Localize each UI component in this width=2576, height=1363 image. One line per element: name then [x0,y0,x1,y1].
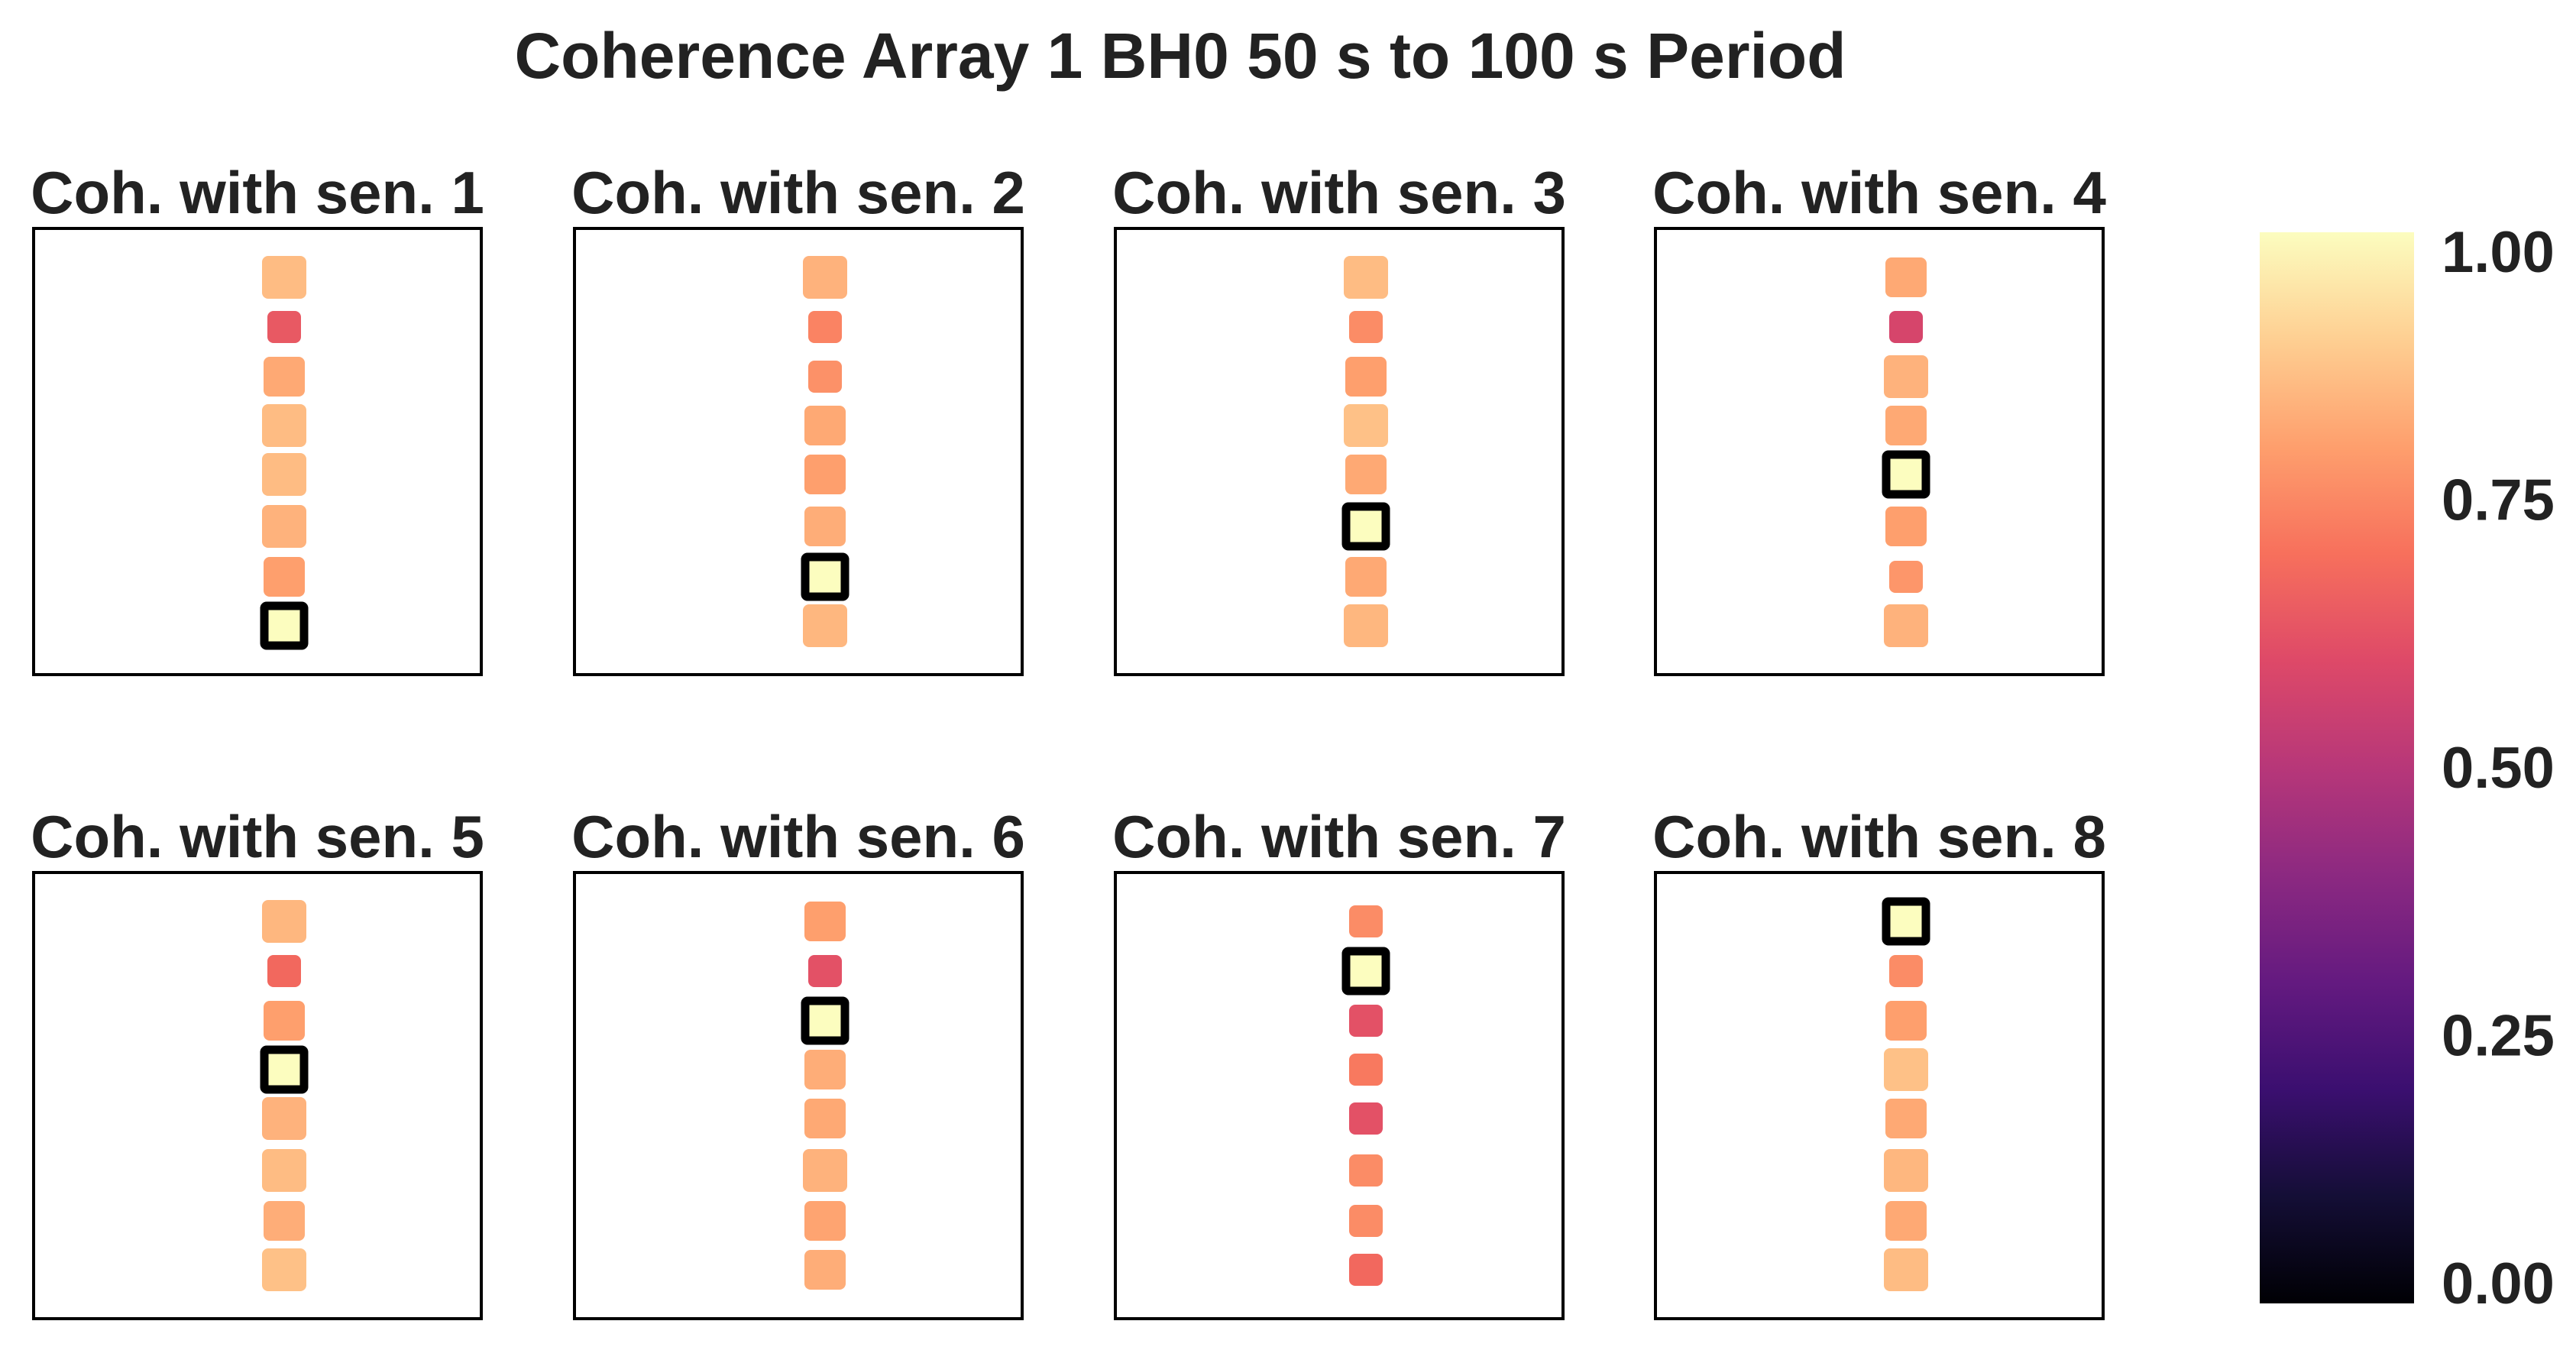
colorbar-tick-label: 0.00 [2442,1251,2555,1316]
subplot-frame [1654,227,2105,676]
subplot-sensor-2: Coh. with sen. 2 [571,159,1025,676]
sensor-marker-8 [1885,257,1927,297]
subplot-frame [1114,227,1565,676]
sensor-marker-3 [804,507,846,546]
sensor-marker-1 [1884,604,1928,647]
colorbar-tick-label: 1.00 [2442,220,2555,285]
reference-sensor-marker [801,552,849,601]
reference-sensor-marker [1882,897,1930,946]
sensor-marker-8 [804,902,846,941]
reference-sensor-marker [260,1045,309,1094]
sensor-marker-2 [264,557,305,597]
subplot-sensor-3: Coh. with sen. 3 [1112,159,1566,676]
sensor-marker-6 [808,361,842,393]
sensor-marker-5 [262,404,306,447]
sensor-marker-3 [1349,1154,1383,1187]
sensor-marker-7 [267,311,301,343]
subplot-frame [573,871,1024,1320]
subplot-frame [1114,871,1565,1320]
sensor-marker-7 [808,955,842,987]
subplot-grid: Coh. with sen. 1 Coh. with sen. 2 Coh. wit… [31,159,2106,1320]
sensor-marker-6 [1884,355,1928,398]
subplot-title: Coh. with sen. 1 [31,159,484,226]
sensor-marker-5 [1884,1048,1928,1091]
sensor-marker-4 [804,1099,846,1138]
sensor-marker-3 [1885,507,1927,546]
subplot-sensor-1: Coh. with sen. 1 [31,159,484,676]
sensor-marker-6 [264,357,305,397]
subplot-title: Coh. with sen. 3 [1112,159,1566,226]
subplot-title: Coh. with sen. 7 [1112,803,1566,870]
subplot-title: Coh. with sen. 6 [571,803,1025,870]
subplot-title: Coh. with sen. 2 [571,159,1025,226]
colorbar-tick-label: 0.50 [2442,736,2555,801]
subplot-frame [1654,871,2105,1320]
sensor-marker-7 [808,311,842,343]
reference-sensor-marker [260,601,309,650]
sensor-marker-4 [1345,455,1387,494]
sensor-marker-1 [1349,1254,1383,1286]
sensor-marker-3 [803,1149,847,1192]
sensor-marker-6 [1345,357,1387,397]
subplot-title: Coh. with sen. 8 [1652,803,2106,870]
subplot-title: Coh. with sen. 4 [1652,159,2106,226]
reference-sensor-marker [801,996,849,1045]
sensor-marker-1 [1344,604,1388,647]
subplot-title: Coh. with sen. 5 [31,803,484,870]
colorbar-tick-label: 0.25 [2442,1004,2555,1069]
subplot-sensor-7: Coh. with sen. 7 [1112,803,1566,1320]
sensor-marker-1 [262,1248,306,1291]
colorbar: 0.00 0.25 0.50 0.75 1.00 [2260,220,2555,1316]
subplot-sensor-5: Coh. with sen. 5 [31,803,484,1320]
sensor-marker-2 [1885,1201,1927,1241]
reference-sensor-marker [1341,502,1390,551]
sensor-marker-4 [1349,1102,1383,1135]
figure-title: Coherence Array 1 BH0 50 s to 100 s Peri… [515,20,1846,92]
sensor-marker-5 [1885,406,1927,445]
reference-sensor-marker [1882,450,1930,499]
colorbar-gradient [2260,232,2414,1303]
subplot-frame [32,871,483,1320]
sensor-marker-7 [1889,311,1923,343]
sensor-marker-8 [1344,256,1388,299]
sensor-marker-7 [1349,311,1383,343]
subplot-sensor-6: Coh. with sen. 6 [571,803,1025,1320]
sensor-marker-7 [267,955,301,987]
sensor-marker-3 [1884,1149,1928,1192]
sensor-marker-1 [804,1250,846,1290]
sensor-marker-8 [262,900,306,943]
reference-sensor-marker [1341,947,1390,996]
sensor-marker-5 [804,1050,846,1089]
sensor-marker-2 [804,1201,846,1241]
sensor-marker-6 [264,1001,305,1041]
sensor-marker-8 [262,256,306,299]
subplot-frame [32,227,483,676]
sensor-marker-2 [1889,561,1923,593]
sensor-marker-4 [804,455,846,494]
sensor-marker-3 [262,1149,306,1192]
sensor-marker-4 [262,1097,306,1140]
colorbar-tick-label: 0.75 [2442,468,2555,533]
sensor-marker-5 [804,406,846,445]
sensor-marker-1 [1884,1248,1928,1291]
colorbar-tick-labels: 0.00 0.25 0.50 0.75 1.00 [2442,220,2555,1316]
sensor-marker-4 [262,453,306,496]
sensor-marker-1 [803,604,847,647]
sensor-marker-6 [1349,1005,1383,1037]
subplot-sensor-4: Coh. with sen. 4 [1652,159,2106,676]
sensor-marker-5 [1349,1054,1383,1086]
sensor-marker-6 [1885,1001,1927,1041]
sensor-marker-8 [803,256,847,299]
sensor-marker-4 [1885,1099,1927,1138]
sensor-marker-5 [1344,404,1388,447]
subplot-frame [573,227,1024,676]
sensor-marker-7 [1889,955,1923,987]
sensor-marker-2 [264,1201,305,1241]
sensor-marker-3 [262,505,306,548]
sensor-marker-8 [1349,905,1383,937]
sensor-marker-2 [1349,1205,1383,1237]
subplot-sensor-8: Coh. with sen. 8 [1652,803,2106,1320]
sensor-marker-2 [1345,557,1387,597]
